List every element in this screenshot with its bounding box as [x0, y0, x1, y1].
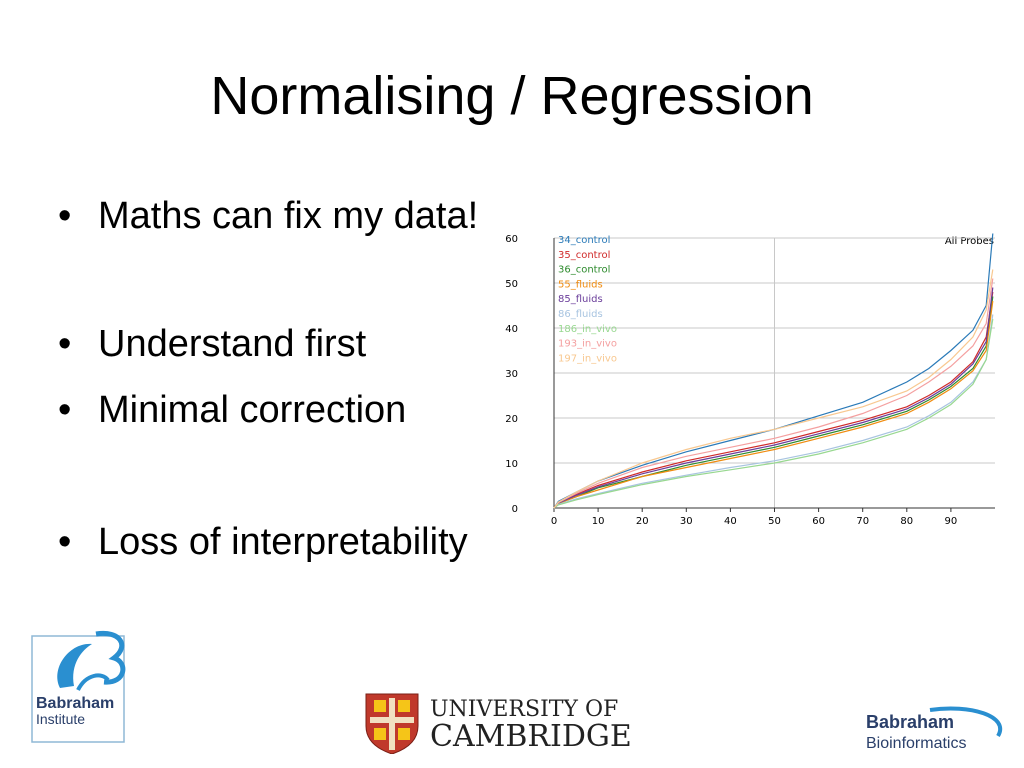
x-tick-label: 10: [592, 516, 605, 527]
legend-entry: 193_in_vivo: [558, 339, 617, 350]
series-line: [553, 278, 994, 509]
legend-entry: 55_fluids: [558, 279, 603, 290]
chart-title: All Probes: [945, 236, 994, 247]
series-line: [553, 296, 994, 509]
bullet-item: • Understand first: [58, 322, 366, 366]
bullet-text: Understand first: [98, 323, 367, 365]
svg-text:Institute: Institute: [36, 711, 85, 727]
legend-entry: 85_fluids: [558, 294, 603, 305]
svg-text:Babraham: Babraham: [36, 695, 114, 712]
series-line: [553, 291, 994, 509]
legend-entry: 34_control: [558, 235, 610, 246]
legend-entry: 35_control: [558, 250, 610, 261]
university-of-cambridge-logo: UNIVERSITY OF CAMBRIDGE: [365, 693, 632, 754]
x-tick-label: 90: [945, 516, 958, 527]
series-line: [553, 300, 994, 509]
series-line: [553, 233, 994, 509]
bullet-text: Minimal correction: [98, 389, 407, 431]
babraham-bioinformatics-logo: Babraham Bioinformatics: [866, 706, 1003, 752]
bullet-text: Maths can fix my data!: [98, 195, 479, 237]
bullet-item: • Minimal correction: [58, 388, 406, 432]
x-tick-label: 30: [680, 516, 693, 527]
series-line: [553, 269, 994, 509]
y-tick-label: 40: [505, 324, 518, 335]
babraham-institute-logo: Babraham Institute: [31, 630, 126, 743]
legend-entry: 186_in_vivo: [558, 324, 617, 335]
legend-entry: 86_fluids: [558, 309, 603, 320]
line-chart: All Probes 0 10 20 30 40 50 60 0 10 20 30 40 50 60 70 8…: [505, 233, 995, 527]
bullet-dot-icon: •: [58, 389, 72, 431]
x-tick-label: 40: [724, 516, 737, 527]
bullet-text: Loss of interpretability: [98, 521, 468, 563]
y-tick-label: 10: [505, 459, 518, 470]
svg-text:CAMBRIDGE: CAMBRIDGE: [430, 719, 632, 754]
series-line: [553, 314, 994, 509]
y-tick-label: 20: [505, 414, 518, 425]
y-tick-label: 0: [512, 504, 518, 515]
legend-entry: 197_in_vivo: [558, 353, 617, 364]
series-line: [553, 287, 994, 509]
bullet-dot-icon: •: [58, 521, 72, 563]
y-tick-label: 30: [505, 369, 518, 380]
bullet-dot-icon: •: [58, 323, 72, 365]
x-tick-label: 70: [856, 516, 869, 527]
x-tick-label: 50: [768, 516, 781, 527]
slide-title: Normalising / Regression: [210, 66, 814, 126]
svg-text:Bioinformatics: Bioinformatics: [866, 735, 966, 752]
bullet-item: • Maths can fix my data!: [58, 194, 478, 238]
y-tick-label: 50: [505, 279, 518, 290]
y-tick-label: 60: [505, 234, 518, 245]
svg-text:UNIVERSITY OF: UNIVERSITY OF: [430, 697, 618, 722]
bullet-item: • Loss of interpretability: [58, 520, 468, 564]
x-tick-label: 80: [900, 516, 913, 527]
legend-entry: 36_control: [558, 265, 610, 276]
series-line: [553, 318, 994, 509]
x-tick-label: 0: [551, 516, 557, 527]
bullet-dot-icon: •: [58, 195, 72, 237]
x-tick-label: 20: [636, 516, 649, 527]
x-tick-label: 60: [812, 516, 825, 527]
svg-text:Babraham: Babraham: [866, 712, 954, 732]
